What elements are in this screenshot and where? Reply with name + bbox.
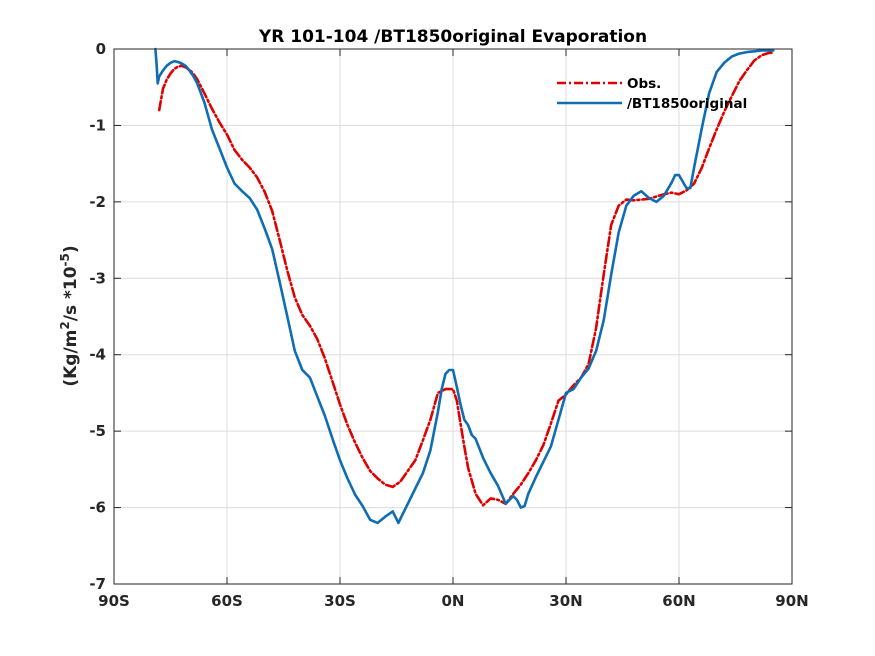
y-axis-label-part-2: /s *10 (61, 266, 81, 321)
legend-label-model: /BT1850original (627, 96, 747, 112)
y-axis-label-sup-2: -5 (58, 253, 72, 266)
y-tick-label: -5 (89, 422, 106, 440)
y-tick-label: -6 (89, 499, 106, 517)
x-tick-label: 0N (442, 592, 465, 610)
x-tick-label: 60S (211, 592, 243, 610)
series-line-obs (157, 51, 775, 507)
y-tick-label: -2 (89, 193, 106, 211)
y-axis-label: (Kg/m2/s *10-5) (58, 245, 81, 386)
x-tick-label: 30N (549, 592, 582, 610)
y-axis-label-part-3: ) (61, 245, 81, 253)
x-tick-labels: 90S 60S 30S 0N 30N 60N 90N (98, 592, 809, 610)
series-lines (154, 47, 775, 525)
y-axis-label-sup-1: 2 (58, 321, 72, 329)
axis-ticks (113, 48, 793, 585)
series-line-bt1850original (154, 47, 775, 525)
x-tick-label: 90N (775, 592, 808, 610)
legend: Obs. /BT1850original (557, 76, 747, 112)
y-tick-label: -3 (89, 269, 106, 287)
x-tick-label: 30S (324, 592, 356, 610)
y-tick-label: -1 (89, 116, 106, 134)
legend-label-obs: Obs. (627, 76, 661, 92)
y-tick-labels: 0 -1 -2 -3 -4 -5 -6 -7 (89, 40, 106, 593)
x-tick-label: 60N (662, 592, 695, 610)
y-tick-label: -7 (89, 575, 106, 593)
y-tick-label: 0 (96, 40, 106, 58)
grid-lines (113, 48, 793, 585)
y-axis-label-part-1: (Kg/m (61, 330, 81, 387)
x-tick-label: 90S (98, 592, 130, 610)
y-tick-label: -4 (89, 346, 106, 364)
chart-title: YR 101-104 /BT1850original Evaporation (258, 27, 647, 47)
